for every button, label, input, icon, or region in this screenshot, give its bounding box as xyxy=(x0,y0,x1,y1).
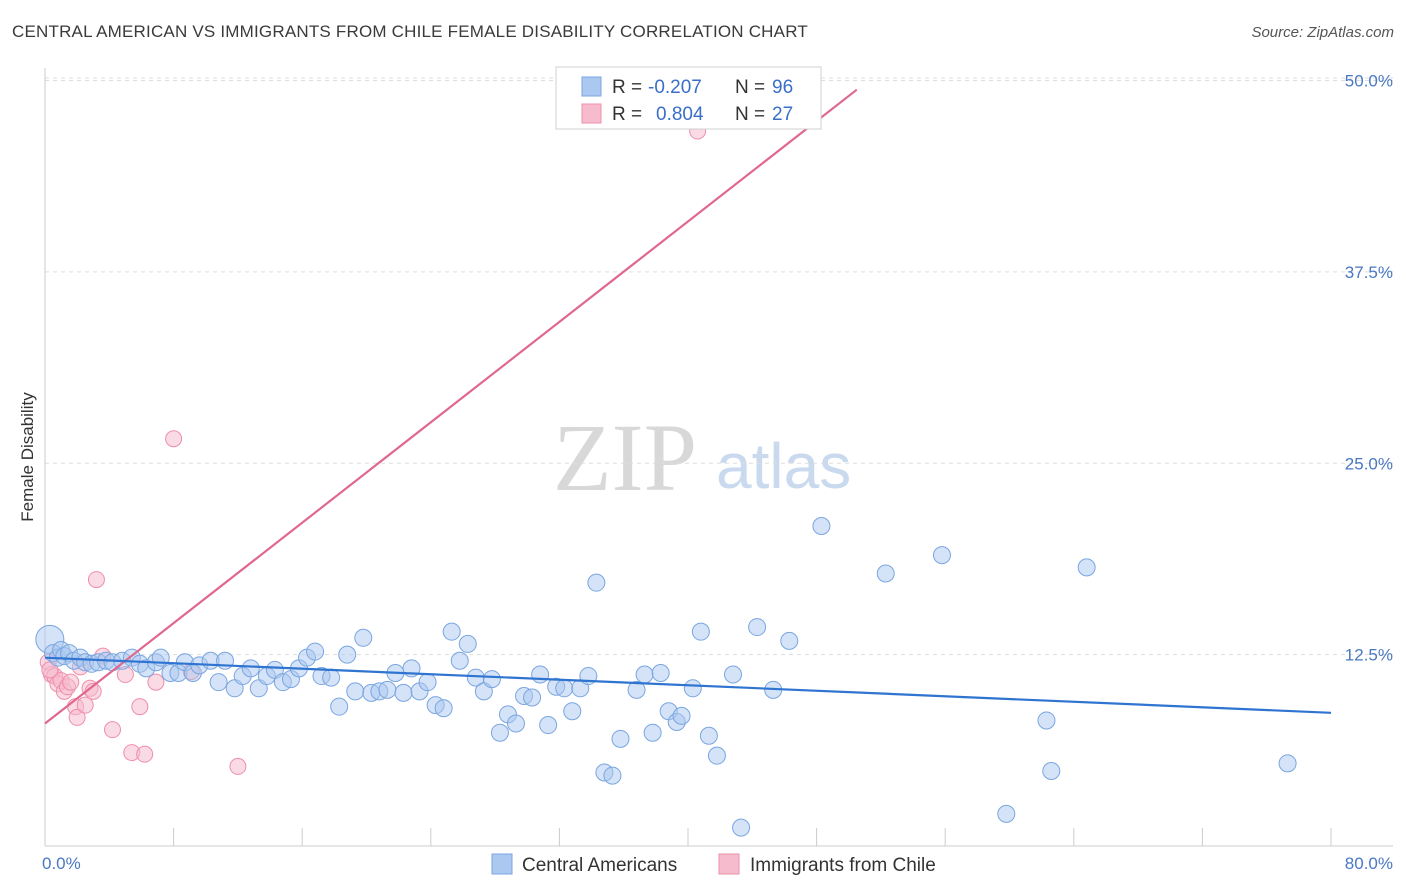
pink-point xyxy=(147,673,165,691)
blue-point xyxy=(330,697,349,716)
legend-n-value-blue: 96 xyxy=(772,77,793,98)
legend-swatch-pink xyxy=(581,103,602,124)
blue-point xyxy=(378,680,397,699)
source-credit: Source: ZipAtlas.com xyxy=(1251,24,1394,41)
axes xyxy=(44,68,1393,847)
pink-point xyxy=(136,745,154,763)
blue-point xyxy=(812,517,831,536)
pink-point xyxy=(68,708,86,726)
blue-point xyxy=(699,726,718,745)
blue-point xyxy=(482,670,501,689)
legend: R = -0.207 N = 96 R = 0.804 N = 27 xyxy=(555,66,822,130)
blue-point xyxy=(1042,761,1061,780)
blue-point xyxy=(346,682,365,701)
blue-series xyxy=(35,517,1297,837)
blue-point xyxy=(354,628,373,647)
blue-point xyxy=(997,804,1016,823)
blue-point xyxy=(241,659,260,678)
blue-point xyxy=(531,665,550,684)
y-tick-label: 25.0% xyxy=(1345,454,1393,473)
blue-point xyxy=(563,702,582,721)
pink-point xyxy=(87,571,105,589)
blue-trend-line xyxy=(44,656,1332,714)
bottom-legend-label-pink: Immigrants from Chile xyxy=(750,855,936,876)
blue-point xyxy=(506,714,525,733)
pink-point xyxy=(229,757,247,775)
trend-lines xyxy=(44,88,1332,725)
blue-point xyxy=(707,746,726,765)
blue-point xyxy=(627,680,646,699)
legend-r-label-pink: R = xyxy=(612,104,642,125)
pink-point xyxy=(76,696,94,714)
x-tick-labels: 0.0% 80.0% xyxy=(42,854,1393,873)
watermark-zip: ZIP xyxy=(553,404,697,511)
blue-point xyxy=(587,573,606,592)
legend-r-value-pink: 0.804 xyxy=(656,104,704,125)
blue-point xyxy=(458,634,477,653)
blue-point xyxy=(1037,711,1056,730)
y-tick-label: 12.5% xyxy=(1345,646,1393,665)
blue-point xyxy=(523,688,542,707)
blue-point xyxy=(1077,558,1096,577)
pink-point xyxy=(165,430,183,448)
blue-point xyxy=(672,706,691,725)
blue-point xyxy=(611,729,630,748)
bottom-legend-swatch-blue xyxy=(491,853,513,875)
blue-point xyxy=(932,546,951,565)
blue-point xyxy=(490,723,509,742)
blue-point xyxy=(442,622,461,641)
pink-point xyxy=(41,661,59,679)
blue-point xyxy=(450,651,469,670)
watermark: ZIP atlas xyxy=(553,404,851,511)
watermark-atlas: atlas xyxy=(716,430,851,502)
bottom-legend: Central Americans Immigrants from Chile xyxy=(491,853,936,876)
blue-point xyxy=(643,723,662,742)
pink-point xyxy=(62,673,80,691)
blue-point xyxy=(748,618,767,637)
blue-point xyxy=(724,665,743,684)
legend-n-label-blue: N = xyxy=(735,77,765,98)
blue-point xyxy=(539,716,558,735)
blue-point xyxy=(338,645,357,664)
legend-n-value-pink: 27 xyxy=(772,104,793,125)
pink-trend-line xyxy=(44,88,858,725)
blue-point xyxy=(876,564,895,583)
chart-title: CENTRAL AMERICAN VS IMMIGRANTS FROM CHIL… xyxy=(12,22,808,41)
blue-point xyxy=(418,673,437,692)
blue-point xyxy=(306,642,325,661)
pink-point xyxy=(104,721,122,739)
x-tick-min: 0.0% xyxy=(42,854,81,873)
legend-n-label-pink: N = xyxy=(735,104,765,125)
bottom-legend-swatch-pink xyxy=(718,853,740,875)
y-tick-labels: 12.5% 25.0% 37.5% 50.0% xyxy=(1345,72,1393,665)
grid xyxy=(45,77,1393,656)
blue-point xyxy=(732,818,751,837)
pink-point xyxy=(131,698,149,716)
blue-point xyxy=(683,679,702,698)
legend-swatch-blue xyxy=(581,76,602,97)
blue-point xyxy=(635,665,654,684)
blue-point xyxy=(322,668,341,687)
blue-point xyxy=(603,766,622,785)
legend-r-label-blue: R = xyxy=(612,77,642,98)
x-tick-max: 80.0% xyxy=(1345,854,1393,873)
blue-point xyxy=(209,673,228,692)
blue-point xyxy=(780,631,799,650)
y-tick-label: 37.5% xyxy=(1345,263,1393,282)
blue-point xyxy=(1278,754,1297,773)
blue-point xyxy=(691,622,710,641)
legend-r-value-blue: -0.207 xyxy=(648,77,702,98)
pink-series xyxy=(39,122,707,775)
blue-point xyxy=(555,679,574,698)
y-tick-label: 50.0% xyxy=(1345,72,1393,91)
blue-point xyxy=(434,699,453,718)
bottom-legend-label-blue: Central Americans xyxy=(522,855,677,876)
y-axis-label: Female Disability xyxy=(18,392,37,522)
blue-point xyxy=(394,683,413,702)
blue-point xyxy=(651,663,670,682)
